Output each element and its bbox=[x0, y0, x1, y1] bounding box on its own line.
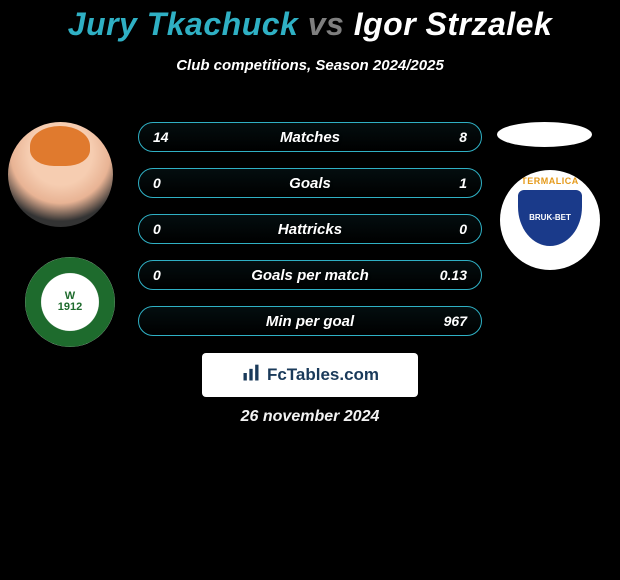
stat-left-value: 0 bbox=[153, 267, 193, 283]
stat-row: 0 Goals per match 0.13 bbox=[138, 260, 482, 290]
bar-chart-icon bbox=[241, 363, 261, 388]
stat-row: Min per goal 967 bbox=[138, 306, 482, 336]
stat-row: 0 Hattricks 0 bbox=[138, 214, 482, 244]
page-title: Jury Tkachuck vs Igor Strzalek bbox=[0, 6, 620, 43]
stats-list: 14 Matches 8 0 Goals 1 0 Hattricks 0 0 G… bbox=[138, 122, 482, 352]
subtitle: Club competitions, Season 2024/2025 bbox=[0, 57, 620, 74]
stat-row: 0 Goals 1 bbox=[138, 168, 482, 198]
player2-club-badge: TERMALICA BRUK-BET bbox=[500, 170, 600, 270]
stat-right-value: 0.13 bbox=[427, 267, 467, 283]
player2-avatar bbox=[497, 122, 592, 147]
stat-left-value: 0 bbox=[153, 221, 193, 237]
stat-right-value: 967 bbox=[427, 313, 467, 329]
stat-right-value: 0 bbox=[427, 221, 467, 237]
stat-left-value: 14 bbox=[153, 129, 193, 145]
source-name: FcTables.com bbox=[267, 365, 379, 385]
stat-left-value: 0 bbox=[153, 175, 193, 191]
comparison-card: Jury Tkachuck vs Igor Strzalek Club comp… bbox=[0, 0, 620, 74]
badge-right-shield: BRUK-BET bbox=[518, 190, 582, 246]
stat-right-value: 8 bbox=[427, 129, 467, 145]
player1-avatar bbox=[8, 122, 113, 227]
stat-row: 14 Matches 8 bbox=[138, 122, 482, 152]
player1-club-badge: W 1912 bbox=[25, 257, 115, 347]
date-label: 26 november 2024 bbox=[0, 408, 620, 426]
source-badge: FcTables.com bbox=[202, 353, 418, 397]
vs-separator: vs bbox=[308, 6, 345, 42]
badge-left-year: 1912 bbox=[58, 302, 82, 313]
badge-right-arc: TERMALICA bbox=[500, 176, 600, 186]
player2-name: Igor Strzalek bbox=[354, 6, 553, 42]
stat-right-value: 1 bbox=[427, 175, 467, 191]
player1-name: Jury Tkachuck bbox=[68, 6, 299, 42]
